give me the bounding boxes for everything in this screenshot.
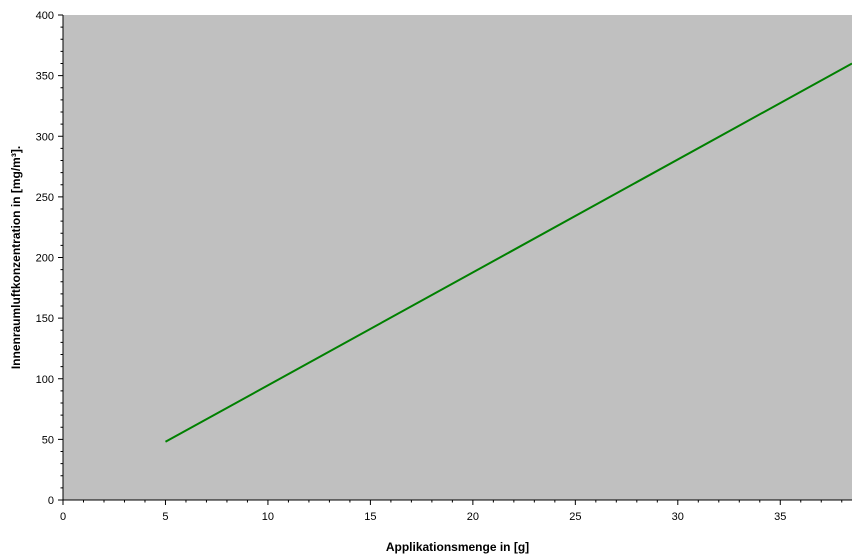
series-line-1 [164, 62, 852, 443]
x-tick-label: 20 [467, 511, 479, 523]
y-tick-label: 0 [48, 495, 54, 507]
y-axis-title: Innenraumluftkonzentration in [mg/m³]. [9, 146, 23, 369]
x-tick-label: 0 [60, 511, 66, 523]
x-tick-label: 35 [774, 511, 786, 523]
plot-area [63, 15, 852, 500]
x-tick-label: 10 [262, 511, 274, 523]
y-tick-label: 100 [36, 374, 54, 386]
y-tick-label: 350 [36, 71, 54, 83]
series-layer [164, 62, 852, 443]
x-tick-label: 25 [569, 511, 581, 523]
y-tick-label: 150 [36, 313, 54, 325]
x-tick-label: 5 [162, 511, 168, 523]
y-tick-label: 400 [36, 10, 54, 22]
axis-layer: 0 50 100 150 200 250 300 350 400 0 5 10 15 20 25 30 35 [36, 10, 852, 523]
x-tick-label: 15 [364, 511, 376, 523]
y-tick-label: 200 [36, 253, 54, 265]
y-tick-label: 250 [36, 192, 54, 204]
y-tick-label: 50 [42, 434, 54, 446]
y-tick-label: 300 [36, 131, 54, 143]
x-axis-title: Applikationsmenge in [g] [386, 540, 529, 554]
x-tick-label: 30 [672, 511, 684, 523]
